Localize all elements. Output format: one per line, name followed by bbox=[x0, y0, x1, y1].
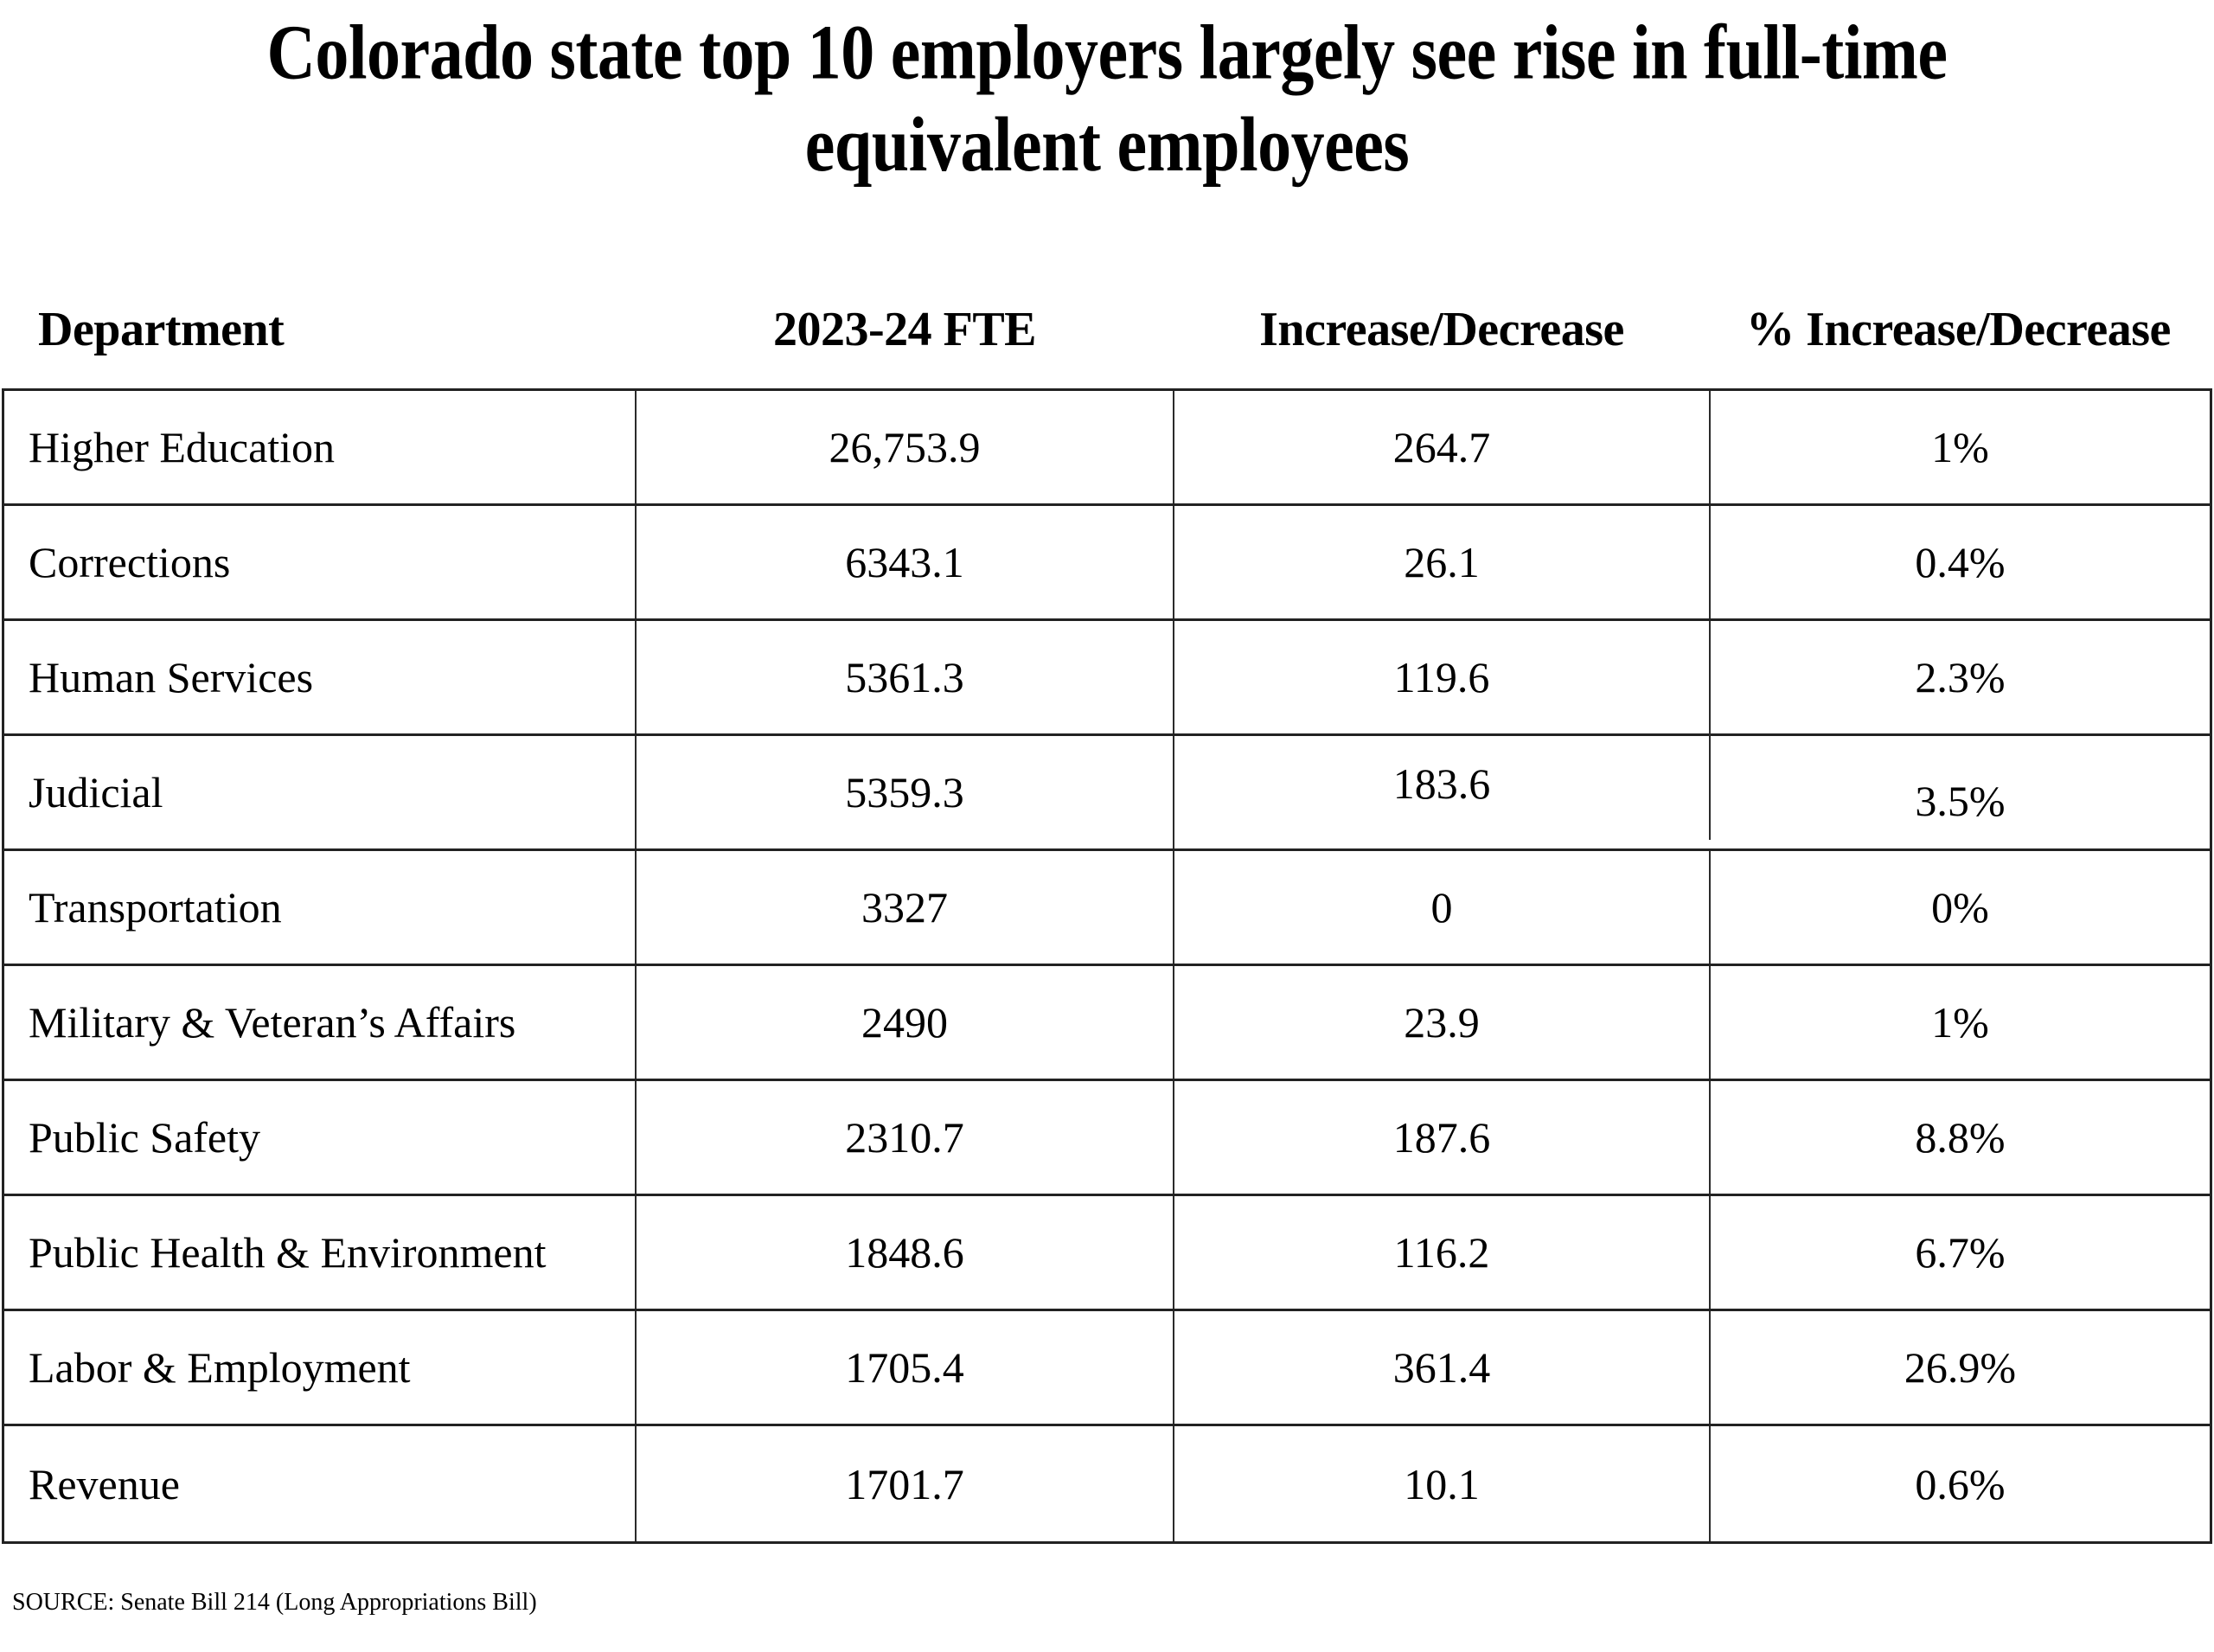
fte-cell: 2310.7 bbox=[637, 1081, 1174, 1194]
table-row: Judicial 5359.3 183.6 3.5% bbox=[4, 727, 2210, 851]
fte-cell: 26,753.9 bbox=[637, 391, 1174, 503]
pct-change-cell: 6.7% bbox=[1915, 1228, 2006, 1277]
column-header-fte: 2023-24 FTE bbox=[772, 303, 1037, 356]
change-cell: 10.1 bbox=[1174, 1426, 1711, 1541]
change-cell: 264.7 bbox=[1174, 391, 1711, 503]
fte-cell: 6343.1 bbox=[637, 506, 1174, 618]
pct-change-cell: 1% bbox=[1931, 998, 1989, 1047]
department-cell: Higher Education bbox=[4, 391, 637, 503]
department-cell: Labor & Employment bbox=[4, 1311, 637, 1424]
pct-change-cell: 2.3% bbox=[1915, 653, 2006, 701]
table-row: Higher Education 26,753.9 264.7 1% bbox=[4, 391, 2210, 506]
department-cell: Judicial bbox=[4, 736, 637, 848]
department-cell: Revenue bbox=[4, 1426, 637, 1541]
page-title-line-2: equivalent employees bbox=[804, 100, 1410, 188]
change-cell: 119.6 bbox=[1174, 621, 1711, 733]
page-title-line-1: Colorado state top 10 employers largely … bbox=[266, 8, 1948, 96]
pct-change-cell: 26.9% bbox=[1904, 1343, 2017, 1392]
department-cell: Public Health & Environment bbox=[4, 1196, 637, 1309]
department-cell: Corrections bbox=[4, 506, 637, 618]
source-note: SOURCE: Senate Bill 214 (Long Appropriat… bbox=[12, 1589, 537, 1616]
page-title: Colorado state top 10 employers largely … bbox=[0, 0, 2214, 190]
pct-change-cell: 1% bbox=[1931, 423, 1989, 471]
fte-cell: 5359.3 bbox=[637, 736, 1174, 848]
table-row: Public Safety 2310.7 187.6 8.8% bbox=[4, 1081, 2210, 1196]
table-row: Transportation 3327 0 0% bbox=[4, 851, 2210, 966]
table-row: Labor & Employment 1705.4 361.4 26.9% bbox=[4, 1311, 2210, 1426]
pct-change-cell: 0% bbox=[1931, 883, 1989, 932]
column-header-increase-decrease: Increase/Decrease bbox=[1259, 303, 1624, 356]
fte-cell: 5361.3 bbox=[637, 621, 1174, 733]
pct-change-cell: 8.8% bbox=[1915, 1113, 2006, 1162]
department-cell: Human Services bbox=[4, 621, 637, 733]
data-table: Higher Education 26,753.9 264.7 1% Corre… bbox=[2, 388, 2212, 1544]
department-cell: Public Safety bbox=[4, 1081, 637, 1194]
fte-cell: 3327 bbox=[637, 851, 1174, 964]
department-cell: Transportation bbox=[4, 851, 637, 964]
pct-change-cell: 3.5% bbox=[1915, 777, 2006, 825]
pct-change-cell: 0.4% bbox=[1915, 538, 2006, 586]
column-header-pct-increase-decrease: % Increase/Decrease bbox=[1746, 303, 2171, 356]
change-cell: 183.6 bbox=[1174, 727, 1711, 840]
table-row: Public Health & Environment 1848.6 116.2… bbox=[4, 1196, 2210, 1311]
change-cell: 187.6 bbox=[1174, 1081, 1711, 1194]
fte-cell: 2490 bbox=[637, 966, 1174, 1079]
table-row: Human Services 5361.3 119.6 2.3% bbox=[4, 621, 2210, 736]
department-cell: Military & Veteran’s Affairs bbox=[4, 966, 637, 1079]
change-cell: 0 bbox=[1174, 851, 1711, 964]
column-header-department: Department bbox=[38, 303, 285, 356]
fte-cell: 1848.6 bbox=[637, 1196, 1174, 1309]
fte-cell: 1705.4 bbox=[637, 1311, 1174, 1424]
pct-change-cell: 0.6% bbox=[1915, 1459, 2006, 1508]
change-cell: 26.1 bbox=[1174, 506, 1711, 618]
table-row: Corrections 6343.1 26.1 0.4% bbox=[4, 506, 2210, 621]
change-cell: 361.4 bbox=[1174, 1311, 1711, 1424]
table-header-row: Department 2023-24 FTE Increase/Decrease… bbox=[2, 290, 2212, 357]
table-row: Revenue 1701.7 10.1 0.6% bbox=[4, 1426, 2210, 1541]
change-cell: 23.9 bbox=[1174, 966, 1711, 1079]
table-row: Military & Veteran’s Affairs 2490 23.9 1… bbox=[4, 966, 2210, 1081]
fte-cell: 1701.7 bbox=[637, 1426, 1174, 1541]
change-cell: 116.2 bbox=[1174, 1196, 1711, 1309]
